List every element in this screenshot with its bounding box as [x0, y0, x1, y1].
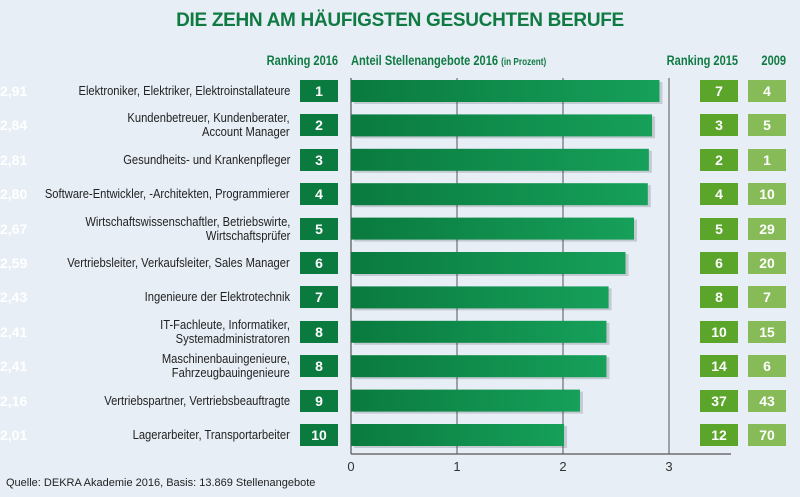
category-label: Vertriebsleiter, Verkaufsleiter, Sales M…	[67, 255, 290, 270]
rank-2016-badge: 8	[300, 355, 338, 378]
header-share-label: Anteil Stellenangebote 2016	[351, 53, 499, 68]
rank-2015-badge: 3	[700, 114, 738, 137]
rank-2009-badge: 29	[748, 217, 786, 240]
bar	[351, 286, 609, 309]
rank-2015-badge: 14	[700, 355, 738, 378]
rank-2015-badge: 2	[700, 148, 738, 171]
header-ranking-2015: Ranking 2015	[666, 53, 738, 68]
bar-value-label: 2,80	[0, 186, 28, 203]
header-ranking-2009: 2009	[761, 53, 786, 68]
bar	[351, 355, 607, 378]
rank-2015-badge: 5	[700, 217, 738, 240]
bar	[351, 114, 653, 137]
bar-value-label: 2,67	[0, 220, 28, 237]
chart-title: DIE ZEHN AM HÄUFIGSTEN GESUCHTEN BERUFE	[176, 10, 624, 31]
rank-2016-badge: 3	[300, 148, 338, 171]
category-label: IT-Fachleute, Informatiker, Systemadminis…	[160, 316, 290, 346]
rank-2015-badge: 8	[700, 286, 738, 309]
x-tick-label: 0	[347, 459, 354, 474]
rank-2009-badge: 43	[748, 389, 786, 412]
rank-2015-badge: 7	[700, 80, 738, 102]
bar	[351, 252, 626, 274]
bar	[351, 148, 649, 171]
x-tick-label: 3	[665, 459, 672, 474]
rank-2009-badge: 5	[748, 114, 786, 137]
x-tick-label: 2	[559, 459, 566, 474]
header-share-unit: (in Prozent)	[501, 57, 547, 68]
category-label: Software-Entwickler, -Architekten, Progr…	[45, 186, 290, 202]
category-label: Ingenieure der Elektrotechnik	[144, 289, 290, 305]
rank-2016-badge: 6	[300, 252, 338, 274]
rank-2015-badge: 10	[700, 320, 738, 343]
category-label: Lagerarbeiter, Transportarbeiter	[132, 427, 290, 442]
rank-2009-badge: 6	[748, 355, 786, 378]
category-label: Maschinenbauingenieure, Fahrzeugbauingeni…	[161, 351, 290, 381]
rank-2016-badge: 9	[300, 389, 338, 412]
rank-2009-badge: 4	[748, 80, 786, 102]
bar-value-label: 2,16	[0, 392, 28, 409]
bar-value-label: 2,41	[0, 323, 28, 340]
category-label: Gesundheits- und Krankenpfleger	[122, 151, 290, 167]
bar	[351, 320, 607, 343]
rank-2016-badge: 4	[300, 183, 338, 206]
bar-value-label: 2,59	[0, 255, 28, 271]
rank-2009-badge: 10	[748, 183, 786, 206]
bar-value-label: 2,43	[0, 289, 28, 306]
rank-2016-badge: 2	[300, 114, 338, 137]
rank-2009-badge: 15	[748, 320, 786, 343]
rank-2016-badge: 7	[300, 286, 338, 309]
rank-2016-badge: 5	[300, 217, 338, 240]
bar-value-label: 2,84	[0, 117, 28, 134]
header-ranking-2016: Ranking 2016	[266, 53, 338, 68]
bar	[351, 389, 580, 412]
category-label: Kundenbetreuer, Kundenberater, Account Ma…	[127, 110, 290, 140]
bar-value-label: 2,91	[0, 83, 28, 99]
x-tick-label: 1	[453, 459, 460, 474]
bar	[351, 183, 648, 206]
rank-2009-badge: 1	[748, 148, 786, 171]
rank-2009-badge: 20	[748, 252, 786, 274]
category-label: Elektroniker, Elektriker, Elektroinstall…	[78, 83, 290, 98]
bar	[351, 424, 565, 446]
rank-2016-badge: 1	[300, 80, 338, 102]
category-label: Vertriebspartner, Vertriebsbeauftragte	[104, 392, 290, 408]
rank-2009-badge: 70	[748, 424, 786, 446]
category-label: Wirtschaftswissenschaftler, Betriebswirt…	[84, 213, 290, 243]
rank-2016-badge: 10	[300, 424, 338, 446]
rank-2015-badge: 4	[700, 183, 738, 206]
source-note: Quelle: DEKRA Akademie 2016, Basis: 13.8…	[6, 477, 316, 489]
bar	[351, 217, 635, 240]
bar-value-label: 2,01	[0, 427, 28, 443]
bar-value-label: 2,41	[0, 358, 28, 375]
rank-2016-badge: 8	[300, 320, 338, 343]
rank-2015-badge: 6	[700, 252, 738, 274]
rank-2015-badge: 12	[700, 424, 738, 446]
bar-value-label: 2,81	[0, 151, 28, 168]
header-share: Anteil Stellenangebote 2016 (in Prozent)	[351, 53, 546, 68]
bar	[351, 80, 660, 102]
rank-2009-badge: 7	[748, 286, 786, 309]
rank-2015-badge: 37	[700, 389, 738, 412]
